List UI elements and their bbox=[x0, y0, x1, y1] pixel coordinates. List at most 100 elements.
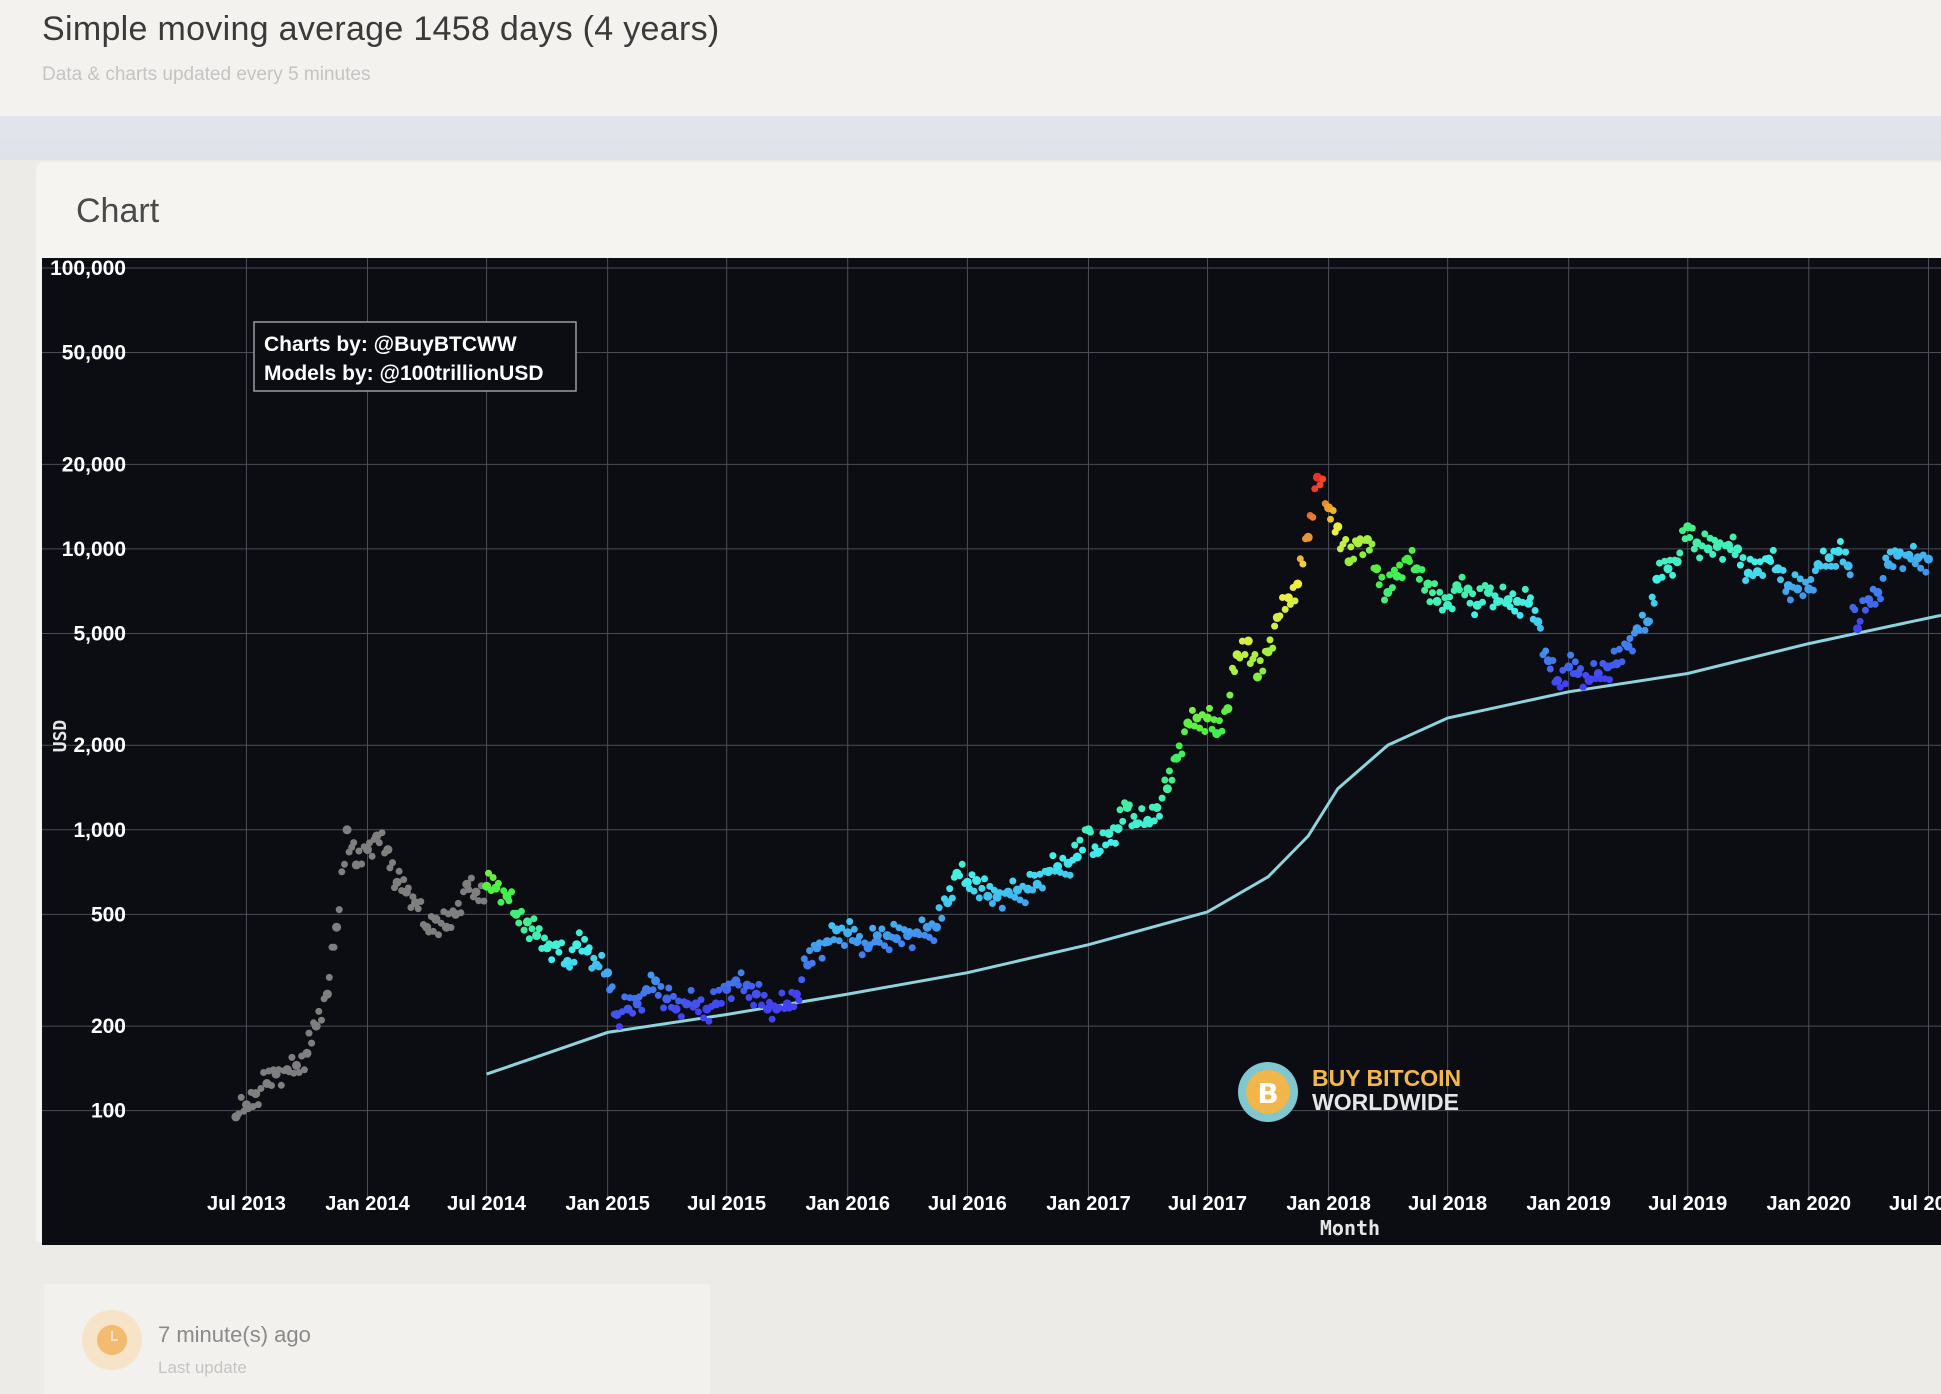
price-point bbox=[494, 879, 502, 887]
page-subtitle: Data & charts updated every 5 minutes bbox=[42, 64, 371, 85]
price-point bbox=[1165, 767, 1173, 775]
price-point bbox=[1291, 597, 1299, 605]
price-point bbox=[875, 938, 883, 946]
price-point bbox=[835, 937, 843, 945]
price-point bbox=[1150, 817, 1158, 825]
price-point bbox=[465, 886, 473, 894]
price-point bbox=[1276, 612, 1284, 620]
price-point bbox=[1615, 645, 1623, 653]
chart-plot-area[interactable]: 100,000 50,000 20,000 10,000 5,000 2,000 1,000… bbox=[42, 258, 1941, 1245]
price-point bbox=[1511, 607, 1519, 615]
price-point bbox=[305, 1029, 313, 1037]
price-point bbox=[895, 924, 903, 932]
price-chart-svg[interactable]: 100,000 50,000 20,000 10,000 5,000 2,000 1,000… bbox=[42, 258, 1941, 1245]
price-point bbox=[1175, 742, 1183, 750]
price-point bbox=[1038, 884, 1046, 892]
price-point bbox=[467, 874, 475, 882]
price-point bbox=[386, 864, 394, 872]
price-point bbox=[990, 886, 998, 894]
price-point bbox=[311, 1021, 321, 1031]
price-point bbox=[1579, 683, 1587, 691]
header-divider-band bbox=[0, 116, 1941, 160]
price-point bbox=[1851, 606, 1859, 614]
price-point bbox=[872, 931, 882, 941]
price-point bbox=[1210, 716, 1218, 724]
price-point bbox=[251, 1089, 261, 1099]
page-header: Simple moving average 1458 days (4 years… bbox=[0, 0, 1941, 116]
price-point bbox=[249, 1103, 257, 1110]
price-point bbox=[383, 845, 393, 855]
price-point bbox=[257, 1085, 265, 1092]
price-point bbox=[1448, 605, 1456, 613]
price-point bbox=[1676, 549, 1684, 557]
price-point bbox=[330, 943, 338, 951]
price-point bbox=[1711, 536, 1719, 544]
price-point bbox=[1736, 561, 1744, 569]
x-tick-label: Jul 2015 bbox=[687, 1193, 766, 1215]
price-point bbox=[1188, 706, 1196, 714]
price-point bbox=[751, 989, 761, 999]
price-point bbox=[1396, 561, 1404, 569]
price-point bbox=[1421, 586, 1429, 594]
price-point bbox=[355, 847, 363, 855]
price-point bbox=[598, 951, 606, 959]
price-point bbox=[755, 980, 763, 988]
price-point bbox=[1641, 626, 1649, 634]
price-point bbox=[735, 981, 742, 989]
price-point bbox=[1436, 588, 1444, 596]
price-point bbox=[635, 993, 643, 1001]
y-tick-label: 20,000 bbox=[62, 453, 126, 476]
price-point bbox=[671, 1004, 681, 1014]
price-point bbox=[1924, 554, 1933, 564]
price-point bbox=[1590, 660, 1598, 667]
price-point bbox=[1375, 581, 1383, 589]
price-point bbox=[1817, 562, 1825, 570]
price-point bbox=[1769, 546, 1777, 554]
price-point bbox=[1489, 603, 1497, 611]
price-point bbox=[1388, 584, 1396, 592]
last-update-card: 7 minute(s) ago Last update bbox=[44, 1284, 710, 1394]
price-point bbox=[662, 994, 672, 1004]
price-point bbox=[1418, 566, 1426, 574]
price-point bbox=[325, 973, 333, 981]
price-point bbox=[981, 875, 988, 883]
watermark-line1: BUY BITCOIN bbox=[1312, 1065, 1461, 1091]
price-point bbox=[1471, 611, 1479, 619]
bitcoin-symbol: B bbox=[1257, 1077, 1278, 1110]
price-point bbox=[1009, 877, 1017, 885]
price-point bbox=[898, 940, 906, 948]
price-point bbox=[1365, 546, 1373, 554]
price-point bbox=[1283, 593, 1293, 603]
price-point bbox=[1716, 539, 1724, 547]
price-point bbox=[1553, 676, 1562, 685]
price-point bbox=[1836, 538, 1844, 545]
price-point bbox=[1269, 644, 1277, 652]
price-point bbox=[705, 1017, 713, 1025]
price-point bbox=[1311, 485, 1319, 493]
price-point bbox=[1231, 668, 1238, 676]
price-point bbox=[254, 1101, 262, 1109]
price-point bbox=[1669, 571, 1677, 579]
price-point bbox=[350, 839, 358, 847]
y-axis-title: USD bbox=[50, 720, 71, 753]
price-point bbox=[697, 996, 705, 1004]
price-point bbox=[395, 867, 403, 875]
price-point bbox=[532, 931, 542, 941]
price-point bbox=[1527, 594, 1534, 602]
price-point bbox=[1096, 847, 1104, 855]
price-point bbox=[1406, 558, 1413, 565]
price-point bbox=[988, 900, 996, 907]
credits-box: Charts by: @BuyBTCWW Models by: @100tril… bbox=[253, 321, 577, 392]
price-point bbox=[1031, 871, 1038, 879]
price-point bbox=[1327, 515, 1334, 523]
price-point bbox=[1104, 829, 1114, 838]
price-point bbox=[1029, 886, 1037, 894]
price-point bbox=[758, 1001, 765, 1009]
price-point bbox=[1650, 599, 1658, 607]
price-point bbox=[535, 925, 543, 933]
price-point bbox=[890, 920, 898, 928]
price-point bbox=[665, 984, 673, 992]
price-point bbox=[1162, 784, 1172, 794]
price-point bbox=[745, 994, 753, 1001]
price-point bbox=[700, 1014, 708, 1022]
